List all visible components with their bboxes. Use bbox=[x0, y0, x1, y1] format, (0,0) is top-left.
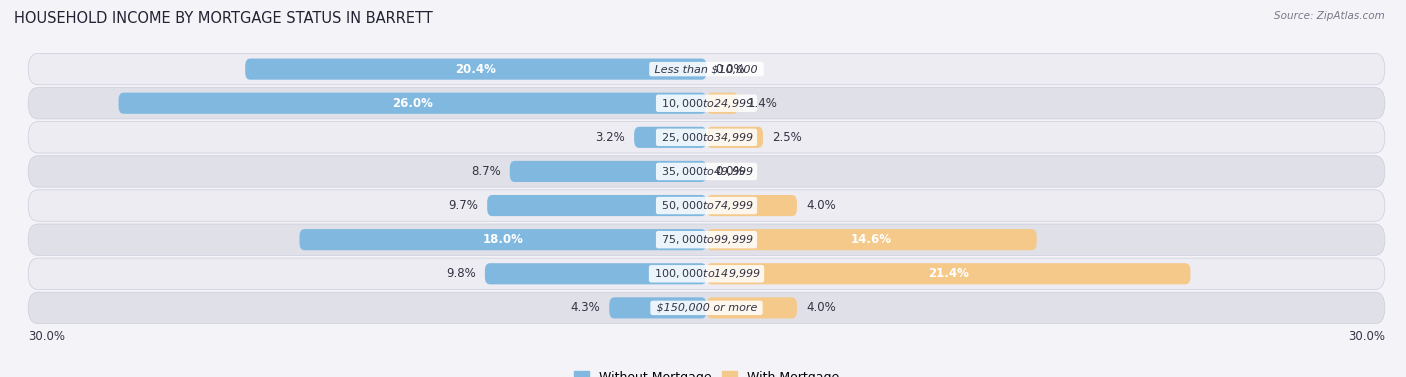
Text: Source: ZipAtlas.com: Source: ZipAtlas.com bbox=[1274, 11, 1385, 21]
Text: 20.4%: 20.4% bbox=[456, 63, 496, 76]
Text: 30.0%: 30.0% bbox=[1348, 330, 1385, 343]
FancyBboxPatch shape bbox=[28, 224, 1385, 255]
Text: 9.7%: 9.7% bbox=[449, 199, 478, 212]
FancyBboxPatch shape bbox=[707, 297, 797, 319]
Text: $100,000 to $149,999: $100,000 to $149,999 bbox=[651, 267, 762, 280]
Text: $75,000 to $99,999: $75,000 to $99,999 bbox=[658, 233, 755, 246]
Text: HOUSEHOLD INCOME BY MORTGAGE STATUS IN BARRETT: HOUSEHOLD INCOME BY MORTGAGE STATUS IN B… bbox=[14, 11, 433, 26]
FancyBboxPatch shape bbox=[245, 58, 707, 80]
FancyBboxPatch shape bbox=[299, 229, 707, 250]
FancyBboxPatch shape bbox=[28, 122, 1385, 153]
Text: 14.6%: 14.6% bbox=[851, 233, 891, 246]
Text: 4.3%: 4.3% bbox=[571, 301, 600, 314]
Text: 3.2%: 3.2% bbox=[595, 131, 626, 144]
Text: 2.5%: 2.5% bbox=[772, 131, 801, 144]
Text: 26.0%: 26.0% bbox=[392, 97, 433, 110]
FancyBboxPatch shape bbox=[634, 127, 707, 148]
FancyBboxPatch shape bbox=[28, 156, 1385, 187]
Text: $10,000 to $24,999: $10,000 to $24,999 bbox=[658, 97, 755, 110]
FancyBboxPatch shape bbox=[707, 93, 738, 114]
FancyBboxPatch shape bbox=[609, 297, 707, 319]
Text: 18.0%: 18.0% bbox=[482, 233, 523, 246]
FancyBboxPatch shape bbox=[28, 54, 1385, 85]
Text: $25,000 to $34,999: $25,000 to $34,999 bbox=[658, 131, 755, 144]
Text: 1.4%: 1.4% bbox=[747, 97, 778, 110]
FancyBboxPatch shape bbox=[707, 195, 797, 216]
Text: Less than $10,000: Less than $10,000 bbox=[651, 64, 762, 74]
Text: 21.4%: 21.4% bbox=[928, 267, 969, 280]
FancyBboxPatch shape bbox=[510, 161, 707, 182]
FancyBboxPatch shape bbox=[485, 263, 707, 284]
Legend: Without Mortgage, With Mortgage: Without Mortgage, With Mortgage bbox=[569, 366, 844, 377]
FancyBboxPatch shape bbox=[707, 229, 1036, 250]
Text: 0.0%: 0.0% bbox=[716, 63, 745, 76]
Text: 4.0%: 4.0% bbox=[806, 199, 835, 212]
FancyBboxPatch shape bbox=[707, 263, 1191, 284]
FancyBboxPatch shape bbox=[28, 292, 1385, 323]
FancyBboxPatch shape bbox=[707, 127, 763, 148]
FancyBboxPatch shape bbox=[118, 93, 707, 114]
Text: $150,000 or more: $150,000 or more bbox=[652, 303, 761, 313]
Text: 30.0%: 30.0% bbox=[28, 330, 65, 343]
Text: $50,000 to $74,999: $50,000 to $74,999 bbox=[658, 199, 755, 212]
Text: 4.0%: 4.0% bbox=[806, 301, 835, 314]
Text: 9.8%: 9.8% bbox=[446, 267, 475, 280]
FancyBboxPatch shape bbox=[28, 258, 1385, 290]
Text: 8.7%: 8.7% bbox=[471, 165, 501, 178]
FancyBboxPatch shape bbox=[28, 87, 1385, 119]
FancyBboxPatch shape bbox=[28, 190, 1385, 221]
Text: $35,000 to $49,999: $35,000 to $49,999 bbox=[658, 165, 755, 178]
FancyBboxPatch shape bbox=[486, 195, 707, 216]
Text: 0.0%: 0.0% bbox=[716, 165, 745, 178]
